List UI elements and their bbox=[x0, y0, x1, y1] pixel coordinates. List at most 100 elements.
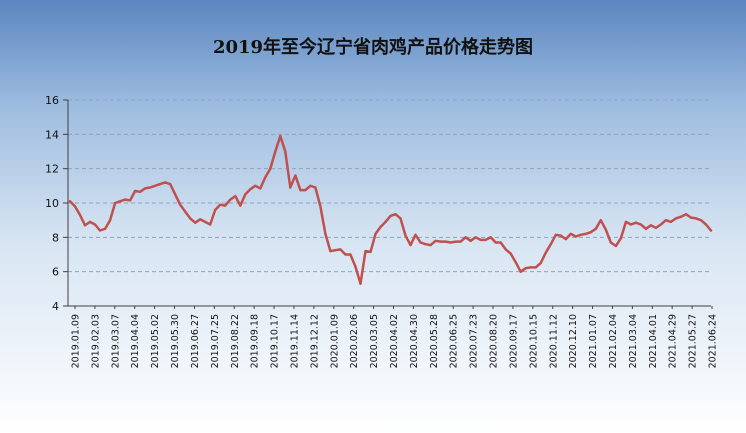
data-point bbox=[449, 241, 452, 244]
data-point bbox=[439, 240, 442, 243]
data-point bbox=[549, 243, 552, 246]
data-point bbox=[659, 223, 663, 226]
data-point bbox=[669, 220, 673, 223]
x-tick-label: 2019.08.22 bbox=[230, 314, 241, 368]
data-point bbox=[324, 232, 327, 235]
data-point bbox=[284, 150, 287, 153]
x-tick-label: 2019.09.18 bbox=[250, 314, 261, 368]
data-point bbox=[574, 235, 577, 238]
series-layer bbox=[68, 134, 713, 285]
x-tick-label: 2019.10.17 bbox=[270, 314, 281, 368]
x-tick-label: 2021.04.29 bbox=[668, 314, 679, 368]
data-point bbox=[384, 220, 387, 223]
data-point bbox=[369, 250, 372, 253]
data-point bbox=[544, 251, 547, 254]
data-point bbox=[224, 204, 227, 207]
data-point bbox=[314, 186, 317, 189]
data-point bbox=[599, 219, 602, 222]
data-point bbox=[679, 215, 683, 218]
data-point bbox=[359, 282, 362, 285]
x-tick-label: 2021.03.04 bbox=[628, 314, 639, 368]
x-tick-label: 2020.12.10 bbox=[568, 314, 579, 368]
data-point bbox=[344, 253, 347, 256]
data-point bbox=[98, 229, 102, 232]
x-tick-label: 2020.04.30 bbox=[409, 314, 420, 368]
data-point bbox=[654, 226, 658, 229]
data-point bbox=[664, 219, 668, 222]
data-point bbox=[484, 238, 487, 241]
data-point bbox=[524, 267, 527, 270]
data-point bbox=[684, 213, 688, 216]
data-point bbox=[509, 252, 512, 255]
data-point bbox=[464, 236, 467, 239]
data-point bbox=[339, 248, 342, 251]
data-point bbox=[394, 213, 397, 216]
data-point bbox=[269, 167, 272, 170]
x-tick-label: 2019.03.07 bbox=[110, 314, 121, 368]
data-point bbox=[624, 220, 628, 223]
data-point bbox=[499, 241, 502, 244]
data-point bbox=[219, 203, 222, 206]
data-point bbox=[254, 184, 257, 187]
data-point bbox=[434, 239, 437, 242]
data-point bbox=[649, 224, 653, 227]
data-point bbox=[354, 265, 357, 268]
data-point bbox=[704, 223, 708, 226]
data-point bbox=[299, 189, 302, 192]
data-point bbox=[169, 183, 172, 186]
data-point bbox=[304, 189, 307, 192]
axes bbox=[67, 100, 711, 307]
data-point bbox=[199, 218, 202, 221]
data-point bbox=[309, 184, 312, 187]
x-tick-label: 2020.08.20 bbox=[489, 314, 500, 368]
chart-title: 2019年至今辽宁省肉鸡产品价格走势图 bbox=[213, 36, 533, 58]
data-point bbox=[399, 217, 402, 220]
data-point bbox=[709, 229, 713, 232]
data-point bbox=[634, 221, 638, 224]
data-point bbox=[294, 174, 297, 177]
data-point bbox=[529, 266, 532, 269]
data-point bbox=[594, 227, 597, 230]
data-point bbox=[149, 186, 152, 189]
series-line bbox=[68, 134, 713, 285]
data-point bbox=[179, 203, 182, 206]
data-point bbox=[234, 195, 237, 198]
data-point bbox=[374, 232, 377, 235]
x-tick-label: 2019.05.30 bbox=[170, 314, 181, 368]
y-tick-label: 6 bbox=[52, 266, 59, 279]
data-point bbox=[114, 201, 117, 205]
x-tick-label: 2021.01.07 bbox=[588, 314, 599, 368]
data-point bbox=[389, 214, 392, 217]
data-point bbox=[414, 233, 417, 236]
x-tick-label: 2021.05.27 bbox=[688, 314, 699, 368]
data-point bbox=[604, 228, 607, 231]
data-point bbox=[559, 234, 562, 237]
data-point bbox=[694, 217, 698, 220]
data-point bbox=[504, 248, 507, 251]
data-point bbox=[494, 241, 497, 244]
data-point bbox=[454, 240, 457, 243]
data-point bbox=[514, 261, 517, 264]
x-tick-label: 2020.09.17 bbox=[508, 314, 519, 368]
data-point bbox=[139, 190, 142, 193]
data-point bbox=[569, 232, 572, 235]
x-tick-label: 2019.05.02 bbox=[150, 314, 161, 368]
data-point bbox=[364, 250, 367, 253]
y-tick-label: 14 bbox=[45, 128, 59, 141]
data-point bbox=[109, 219, 112, 222]
data-point bbox=[584, 232, 587, 235]
data-point bbox=[119, 200, 122, 203]
x-tick-label: 2019.06.27 bbox=[190, 314, 201, 368]
data-point bbox=[614, 244, 618, 247]
data-point bbox=[334, 249, 337, 252]
x-tick-label: 2020.02.06 bbox=[349, 314, 360, 368]
x-tick-label: 2021.02.04 bbox=[608, 314, 619, 368]
y-tick-label: 16 bbox=[45, 94, 59, 107]
x-tick-label: 2020.04.02 bbox=[389, 314, 400, 368]
data-point bbox=[444, 240, 447, 243]
data-point bbox=[239, 204, 242, 207]
data-point bbox=[474, 236, 477, 239]
data-point bbox=[124, 198, 127, 201]
